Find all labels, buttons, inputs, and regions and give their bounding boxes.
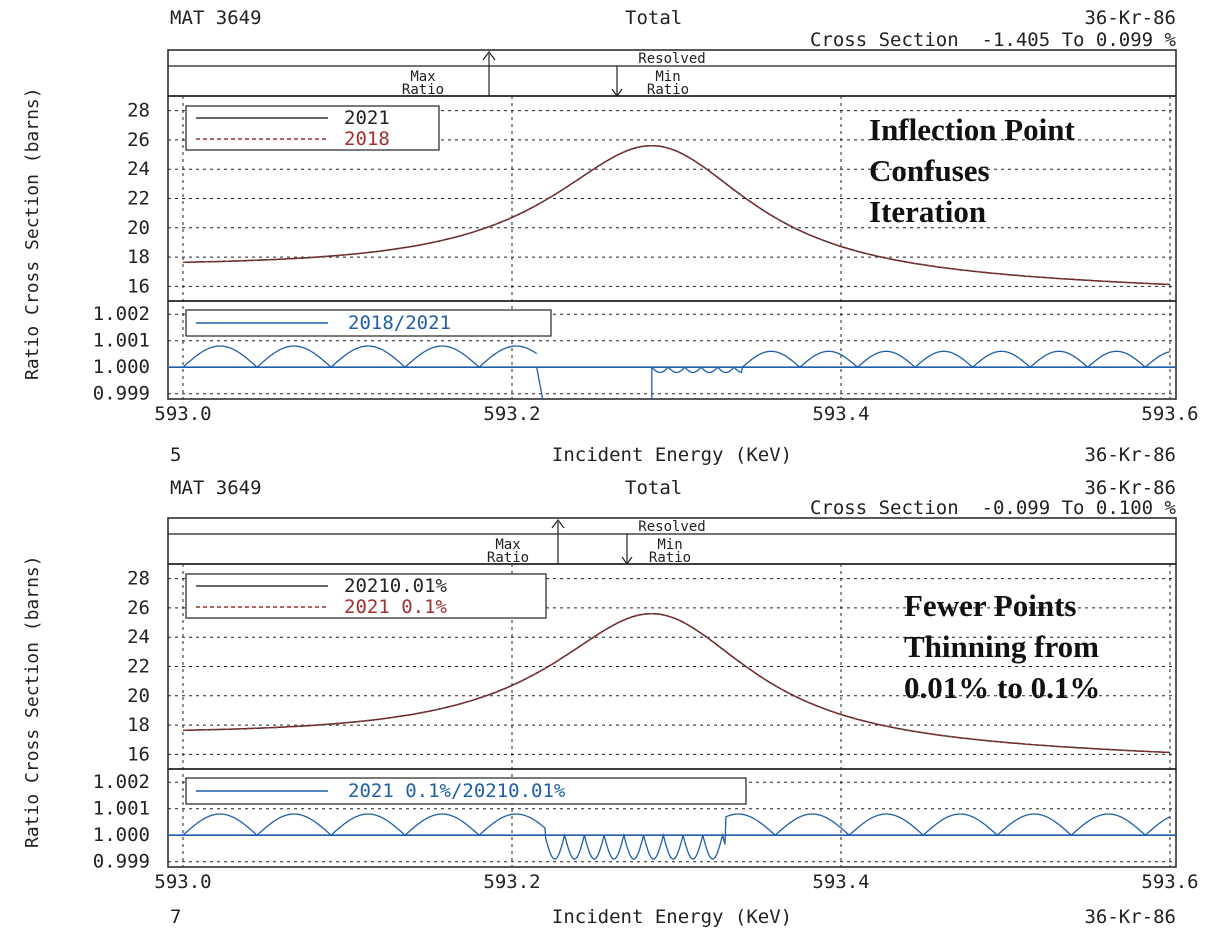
y-tick-label: 16 xyxy=(127,743,150,765)
footer-nuclide-label: 36-Kr-86 xyxy=(1084,906,1176,928)
panel-2: MAT 3649 Total 36-Kr-86 Cross Section -0… xyxy=(22,477,1199,928)
ratio-y-tick-label: 1.001 xyxy=(93,798,150,820)
legend-label-2021-001: 20210.01% xyxy=(344,575,448,597)
legend-label-2018: 2018 xyxy=(344,128,390,150)
y-tick-label: 22 xyxy=(127,188,150,210)
x-axis-label: Incident Energy (KeV) xyxy=(552,444,792,466)
region-label: Resolved xyxy=(638,519,705,535)
annotation-line-3: Iteration xyxy=(869,194,986,229)
y-tick-label: 24 xyxy=(127,626,150,648)
annotation-line-2: Confuses xyxy=(869,153,990,188)
nuclide-label: 36-Kr-86 xyxy=(1084,7,1176,29)
series-line-1 xyxy=(182,144,1171,286)
x-axis-label: Incident Energy (KeV) xyxy=(552,906,792,928)
y-tick-label: 18 xyxy=(127,246,150,268)
title-line-2: Cross Section -0.099 To 0.100 % xyxy=(810,497,1177,519)
max-ratio-arrow-icon xyxy=(482,51,496,61)
main-series xyxy=(182,144,1171,286)
y-tick-label: 16 xyxy=(127,275,150,297)
ratio-y-ticks: 0.999 1.000 1.001 1.002 xyxy=(93,303,150,404)
ratio-plot-frame xyxy=(167,768,1177,868)
y-tick-label: 26 xyxy=(127,597,150,619)
main-legend xyxy=(185,105,440,151)
title-line-2: Cross Section -1.405 To 0.099 % xyxy=(810,29,1177,51)
max-ratio-label-2: Ratio xyxy=(487,550,529,566)
ratio-y-tick-label: 0.999 xyxy=(93,383,150,405)
min-ratio-label-1: Min xyxy=(657,537,682,553)
ratio-series-line xyxy=(182,813,1171,860)
ratio-y-tick-label: 1.000 xyxy=(93,824,150,846)
x-tick-label: 593.4 xyxy=(812,403,869,425)
min-ratio-label-1: Min xyxy=(655,69,680,85)
x-ticks: 593.0 593.2 593.4 593.6 xyxy=(154,403,1198,425)
ratio-y-ticks: 0.999 1.000 1.001 1.002 xyxy=(93,771,150,872)
min-ratio-label-2: Ratio xyxy=(647,82,689,98)
main-y-ticks: 16 18 20 22 24 26 28 xyxy=(127,100,150,298)
x-tick-label: 593.0 xyxy=(154,871,211,893)
max-ratio-label-2: Ratio xyxy=(402,82,444,98)
main-legend xyxy=(185,573,547,619)
ratio-drop-line xyxy=(536,367,544,400)
title-line-1: Total xyxy=(625,477,682,499)
annotation-line-1: Fewer Points xyxy=(904,588,1076,623)
y-tick-label: 26 xyxy=(127,129,150,151)
mat-label: MAT 3649 xyxy=(170,7,262,29)
ratio-y-tick-label: 1.001 xyxy=(93,330,150,352)
y-tick-label: 18 xyxy=(127,714,150,736)
y-tick-label: 20 xyxy=(127,685,150,707)
main-grid xyxy=(168,564,1176,867)
max-ratio-arrow-icon xyxy=(551,519,565,529)
x-tick-label: 593.6 xyxy=(1141,871,1198,893)
plot-number: 7 xyxy=(170,906,181,928)
ratio-y-tick-label: 1.002 xyxy=(93,771,150,793)
x-tick-label: 593.2 xyxy=(483,871,540,893)
main-series xyxy=(182,612,1171,754)
title-line-1: Total xyxy=(625,7,682,29)
annotation-line-1: Inflection Point xyxy=(869,112,1075,147)
ratio-y-tick-label: 1.000 xyxy=(93,356,150,378)
mat-label: MAT 3649 xyxy=(170,477,262,499)
ratio-legend-label: 2021 0.1%/20210.01% xyxy=(348,780,566,802)
footer-nuclide-label: 36-Kr-86 xyxy=(1084,444,1176,466)
ratio-y-tick-label: 0.999 xyxy=(93,851,150,873)
nuclide-label: 36-Kr-86 xyxy=(1084,477,1176,499)
x-ticks: 593.0 593.2 593.4 593.6 xyxy=(154,871,1198,893)
region-label: Resolved xyxy=(638,51,705,67)
y-tick-label: 20 xyxy=(127,217,150,239)
max-ratio-label-1: Max xyxy=(495,537,520,553)
ratio-series xyxy=(168,345,1176,400)
x-tick-label: 593.2 xyxy=(483,403,540,425)
x-tick-label: 593.6 xyxy=(1141,403,1198,425)
x-tick-label: 593.0 xyxy=(154,403,211,425)
legend-label-2021-01: 2021 0.1% xyxy=(344,596,448,618)
min-ratio-label-2: Ratio xyxy=(649,550,691,566)
annotation-line-2: Thinning from xyxy=(904,629,1099,664)
panel-1: MAT 3649 Total 36-Kr-86 Cross Section -1… xyxy=(22,7,1199,466)
ratio-plot-frame xyxy=(167,300,1177,400)
y-axis-label: Ratio Cross Section (barns) xyxy=(22,87,43,380)
y-axis-label: Ratio Cross Section (barns) xyxy=(22,555,43,848)
main-y-ticks: 16 18 20 22 24 26 28 xyxy=(127,568,150,766)
y-tick-label: 22 xyxy=(127,656,150,678)
y-tick-label: 28 xyxy=(127,568,150,590)
series-line-1 xyxy=(182,612,1171,754)
max-ratio-label-1: Max xyxy=(410,69,435,85)
ratio-y-tick-label: 1.002 xyxy=(93,303,150,325)
y-tick-label: 24 xyxy=(127,158,150,180)
x-tick-label: 593.4 xyxy=(812,871,869,893)
ratio-series xyxy=(168,813,1176,860)
ratio-series-line xyxy=(182,345,1171,374)
y-tick-label: 28 xyxy=(127,100,150,122)
plot-number: 5 xyxy=(170,444,181,466)
annotation-line-3: 0.01% to 0.1% xyxy=(904,670,1100,705)
legend-label-2021: 2021 xyxy=(344,107,390,129)
ratio-legend-label: 2018/2021 xyxy=(348,312,451,334)
series-line-0 xyxy=(182,144,1171,286)
